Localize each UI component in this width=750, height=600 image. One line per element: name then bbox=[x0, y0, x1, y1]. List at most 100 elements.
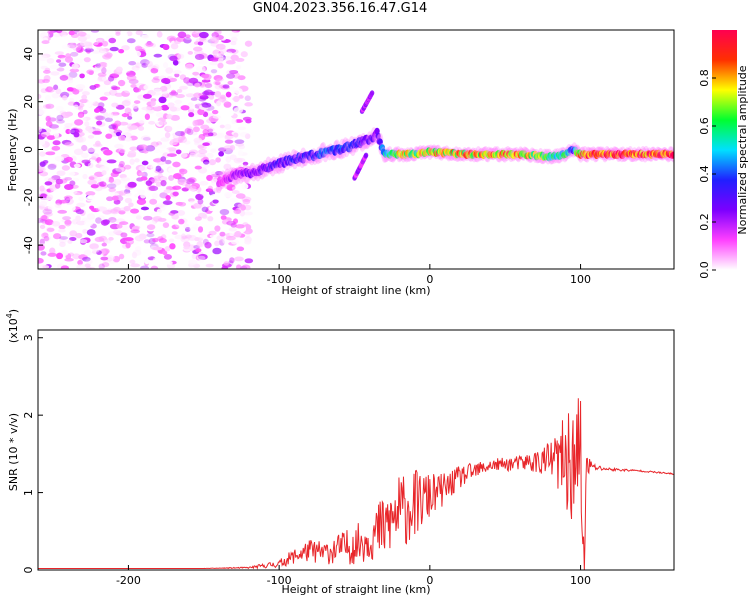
noise-cell bbox=[121, 90, 130, 97]
noise-cell bbox=[121, 32, 128, 38]
noise-cell bbox=[126, 252, 132, 259]
noise-cell bbox=[240, 130, 247, 136]
noise-cell bbox=[173, 38, 182, 45]
noise-cell bbox=[214, 90, 222, 98]
noise-cell bbox=[82, 228, 88, 234]
noise-cell bbox=[138, 32, 144, 39]
noise-cell bbox=[215, 157, 221, 163]
noise-cell bbox=[53, 84, 59, 91]
noise-cell bbox=[96, 39, 103, 43]
noise-cell bbox=[58, 224, 66, 230]
noise-cell bbox=[185, 234, 192, 239]
noise-cell bbox=[121, 45, 130, 51]
noise-cell bbox=[222, 84, 230, 89]
noise-cell bbox=[177, 178, 187, 185]
noise-cell bbox=[109, 89, 118, 96]
noise-cell bbox=[54, 203, 62, 209]
noise-cell bbox=[201, 214, 208, 219]
noise-cell bbox=[166, 35, 177, 42]
noise-cell bbox=[168, 238, 175, 243]
noise-cell bbox=[93, 41, 104, 47]
noise-cell bbox=[153, 53, 163, 58]
noise-cell bbox=[237, 75, 246, 81]
noise-cell bbox=[56, 59, 62, 63]
noise-cell bbox=[43, 211, 53, 217]
noise-cell bbox=[47, 163, 57, 170]
noise-cell bbox=[243, 141, 251, 148]
noise-cell bbox=[78, 196, 84, 202]
y-tick-label: -40 bbox=[22, 236, 35, 254]
noise-cell bbox=[200, 124, 210, 130]
noise-cell bbox=[225, 60, 236, 65]
noise-cell bbox=[228, 150, 234, 155]
noise-cell bbox=[179, 85, 188, 90]
noise-cell bbox=[180, 105, 190, 111]
noise-cell bbox=[156, 242, 165, 247]
noise-cell bbox=[183, 223, 190, 230]
noise-cell bbox=[241, 183, 249, 190]
noise-cell bbox=[104, 69, 112, 75]
noise-cell bbox=[144, 113, 150, 120]
noise-cell bbox=[174, 73, 180, 78]
noise-cell bbox=[53, 233, 62, 240]
noise-cell bbox=[231, 190, 240, 194]
noise-cell bbox=[184, 128, 192, 134]
noise-cell bbox=[138, 165, 148, 172]
noise-cell bbox=[137, 126, 145, 131]
noise-cell bbox=[174, 99, 183, 104]
x-tick-label: 100 bbox=[570, 273, 591, 286]
noise-cell bbox=[101, 170, 107, 176]
noise-cell bbox=[64, 204, 71, 209]
noise-cell bbox=[137, 189, 146, 195]
noise-cell bbox=[75, 215, 82, 222]
noise-cell bbox=[162, 62, 169, 69]
noise-cell bbox=[185, 93, 195, 98]
noise-cell bbox=[39, 200, 48, 207]
noise-cell bbox=[229, 197, 238, 203]
noise-cell bbox=[47, 30, 55, 34]
noise-cell bbox=[88, 176, 95, 181]
noise-cell bbox=[38, 109, 46, 116]
noise-cell bbox=[56, 119, 65, 124]
noise-cell bbox=[231, 186, 238, 191]
noise-cell bbox=[113, 206, 121, 212]
noise-cell bbox=[194, 216, 202, 221]
noise-cell bbox=[99, 50, 107, 56]
noise-cell bbox=[112, 235, 119, 239]
noise-cell bbox=[103, 180, 110, 186]
noise-cell bbox=[170, 114, 181, 121]
noise-cell bbox=[229, 144, 236, 151]
noise-cell bbox=[110, 191, 118, 197]
noise-cell bbox=[225, 156, 232, 163]
noise-cell bbox=[117, 135, 126, 141]
noise-cell bbox=[166, 113, 173, 120]
noise-cell bbox=[90, 30, 100, 33]
noise-cell bbox=[244, 95, 251, 102]
noise-cell bbox=[112, 123, 118, 131]
noise-cell bbox=[85, 259, 93, 265]
noise-cell bbox=[211, 109, 219, 115]
colorbar-label: Normalized spectral amplitude bbox=[736, 65, 749, 234]
noise-cell bbox=[179, 114, 189, 120]
noise-cell bbox=[108, 236, 114, 241]
noise-cell bbox=[38, 83, 48, 90]
noise-cell bbox=[105, 255, 115, 261]
noise-cell bbox=[135, 62, 141, 69]
noise-cell bbox=[157, 228, 165, 236]
noise-cell bbox=[72, 177, 80, 182]
noise-cell bbox=[155, 165, 162, 172]
noise-cell bbox=[156, 131, 163, 138]
noise-cell bbox=[92, 130, 103, 135]
noise-cell bbox=[75, 136, 84, 143]
noise-cell bbox=[201, 73, 210, 79]
noise-cell bbox=[92, 101, 100, 107]
noise-cell bbox=[98, 263, 105, 269]
noise-cell bbox=[145, 145, 156, 152]
noise-cell bbox=[145, 180, 153, 186]
noise-cell bbox=[171, 213, 180, 220]
noise-cell bbox=[240, 205, 246, 211]
noise-cell bbox=[97, 76, 107, 83]
noise-cell bbox=[62, 239, 73, 245]
noise-cell bbox=[115, 66, 123, 73]
noise-cell bbox=[97, 215, 105, 221]
